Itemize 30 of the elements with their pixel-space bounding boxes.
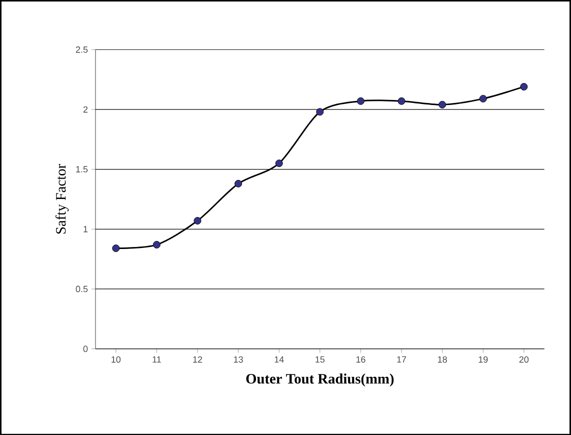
x-tick-label: 15 [316,356,325,362]
point [438,100,446,108]
y-tick-label: 1 [84,226,88,232]
x-tick-label: 18 [438,356,447,363]
point [520,82,528,90]
point [275,159,283,167]
point [152,240,160,248]
x-tick-label: 10 [112,356,121,363]
point [194,216,202,224]
y-tick-label: 2.5 [76,46,88,53]
y-tick-label: 2 [83,106,88,112]
point [112,244,120,252]
y-tick-label: 0.5 [76,286,88,292]
x-tick-label: 13 [234,356,243,363]
x-axis-title: Outer Tout Radius(mm) [246,373,394,386]
y-axis-title: Safty Factor [55,164,69,234]
x-tick-label: 16 [356,356,366,363]
point [316,108,324,116]
point [356,97,364,105]
point [479,94,487,102]
point [398,97,406,105]
x-tick-label: 11 [152,356,161,362]
y-tick-label: 0 [83,345,88,352]
point [234,180,242,188]
y-tick-label: 1.5 [76,166,88,172]
x-tick-label: 19 [478,356,488,363]
x-tick-label: 12 [193,356,202,362]
x-tick-label: 14 [274,356,284,362]
x-tick-label: 17 [397,356,406,362]
x-tick-label: 20 [519,356,529,363]
